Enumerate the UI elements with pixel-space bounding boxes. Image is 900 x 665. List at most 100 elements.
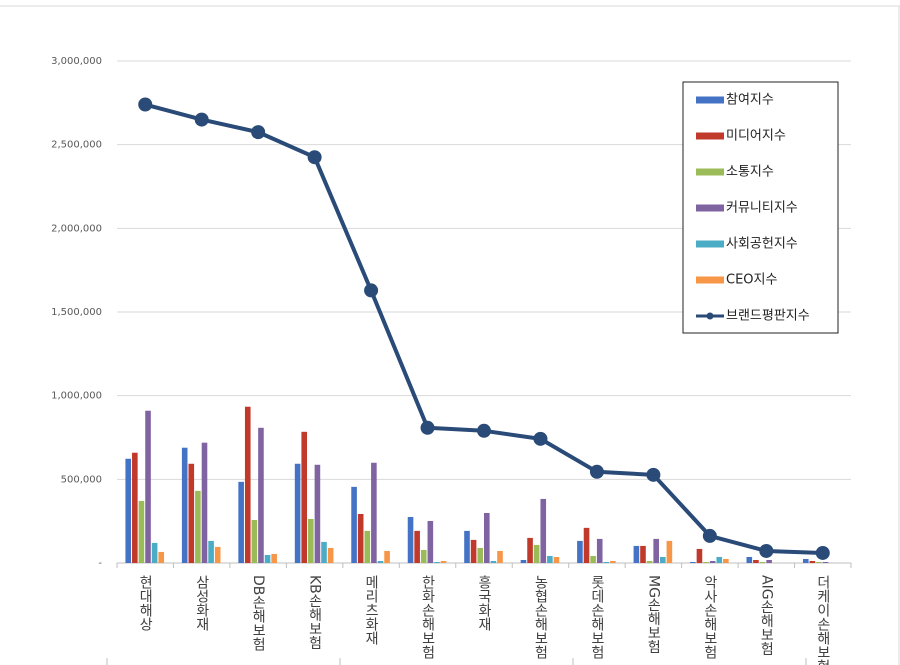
x-tick-label: 더케이손해보험: [815, 575, 831, 665]
bar: [703, 561, 709, 563]
x-tick-label: 악사손해보험: [702, 575, 718, 659]
bar: [201, 442, 208, 563]
bar: [357, 513, 364, 563]
bar: [384, 550, 390, 563]
bar: [271, 553, 277, 563]
bar: [294, 463, 301, 563]
y-tick-label: 2,000,000: [51, 223, 102, 234]
bar: [640, 545, 646, 563]
bar: [746, 556, 753, 563]
bar: [158, 551, 165, 563]
marker: [251, 125, 266, 140]
y-tick-label: -: [98, 558, 102, 569]
bar: [195, 490, 201, 563]
y-tick-label: 500,000: [61, 474, 102, 485]
bar: [301, 431, 308, 563]
x-tick-label: 삼성화재: [194, 575, 210, 631]
bar: [214, 546, 221, 563]
bar: [308, 518, 314, 563]
bar: [420, 549, 427, 563]
marker: [533, 431, 548, 446]
bar: [145, 410, 151, 563]
bar: [816, 561, 822, 563]
bar: [633, 545, 640, 563]
x-tick-label: DB손해보험: [250, 575, 266, 652]
bar: [151, 542, 158, 563]
bar: [533, 544, 540, 563]
bar: [690, 561, 696, 563]
bar: [440, 560, 447, 563]
legend-swatch: [696, 132, 724, 140]
x-tick-label: MG손해보험: [645, 575, 661, 654]
bar: [258, 427, 264, 563]
bar: [407, 516, 414, 563]
bar: [497, 550, 503, 563]
bar: [520, 559, 527, 563]
bar: [371, 462, 377, 563]
bar: [327, 547, 334, 563]
legend-label: 참여지수: [726, 93, 774, 108]
legend-swatch: [696, 168, 724, 176]
x-tick-label: AIG손해보험: [758, 575, 774, 656]
bar: [547, 555, 553, 563]
bar: [709, 560, 716, 563]
bar: [427, 520, 434, 563]
marker: [589, 464, 604, 479]
bar: [181, 447, 188, 563]
bar: [251, 519, 258, 563]
bar: [464, 530, 470, 563]
bar: [753, 559, 759, 563]
bar: [364, 530, 371, 563]
marker: [646, 467, 661, 482]
legend-swatch: [696, 96, 724, 104]
marker: [138, 97, 153, 112]
bar: [723, 558, 729, 563]
bar: [603, 561, 610, 563]
bar: [809, 560, 816, 563]
marker: [364, 283, 379, 298]
legend-swatch: [706, 312, 714, 320]
marker: [307, 150, 322, 165]
legend-label: CEO지수: [726, 273, 777, 288]
bar: [596, 538, 603, 563]
bar: [646, 560, 653, 563]
bar: [540, 498, 547, 563]
bar: [666, 540, 673, 563]
bar: [244, 406, 251, 563]
legend-label: 소통지수: [726, 165, 774, 180]
y-tick-label: 1,000,000: [51, 391, 102, 402]
bar: [208, 540, 214, 563]
bar: [553, 556, 560, 563]
bar: [802, 558, 809, 563]
legend-label: 커뮤니티지수: [726, 201, 798, 216]
y-tick-label: 1,500,000: [51, 307, 102, 318]
bar: [414, 530, 420, 563]
bar: [238, 481, 244, 563]
bar: [125, 458, 132, 563]
bar: [188, 463, 195, 563]
bottom-ticks: [106, 658, 807, 665]
bar: [434, 561, 440, 563]
bar: [583, 527, 590, 563]
marker: [477, 423, 491, 438]
bar: [377, 560, 384, 563]
bar: [590, 555, 596, 563]
bar: [659, 556, 666, 563]
marker: [702, 528, 717, 543]
x-tick-label: 메리츠화재: [363, 575, 379, 645]
y-tick-label: 3,000,000: [51, 56, 102, 67]
bar: [351, 486, 357, 563]
legend-swatch: [696, 276, 724, 284]
bar: [321, 541, 327, 563]
bar: [822, 561, 829, 563]
x-tick-label: 현대해상: [137, 575, 153, 631]
legend-label: 사회공헌지수: [726, 237, 798, 252]
x-tick-label: KB손해보험: [307, 575, 323, 650]
x-tick-label: 롯데손해보험: [589, 575, 605, 659]
marker: [420, 420, 435, 435]
bar: [766, 559, 772, 563]
x-tick-label: 흥국화재: [476, 575, 492, 631]
y-tick-label: 2,500,000: [51, 140, 102, 151]
bar: [138, 500, 145, 563]
